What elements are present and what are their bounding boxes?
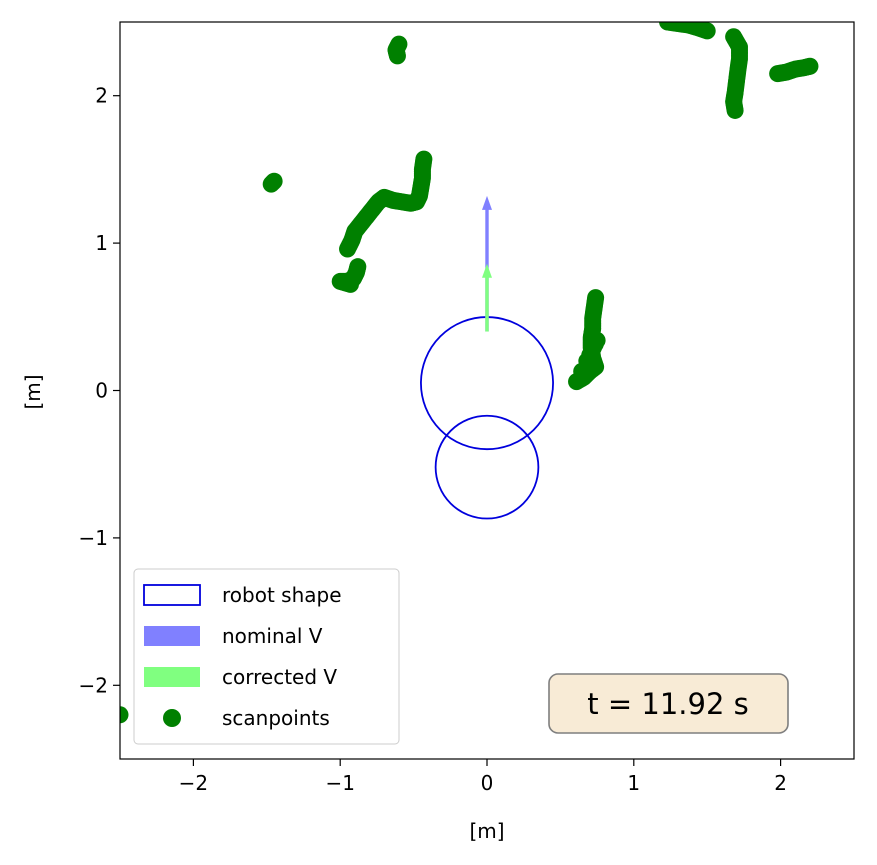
scanpoint (262, 175, 280, 193)
scanpoint (726, 101, 744, 119)
y-tick-label: −1 (79, 526, 108, 550)
scanpoint (341, 275, 359, 293)
y-axis-label: [m] (21, 374, 45, 409)
legend-label-scanpoints: scanpoints (222, 706, 330, 730)
scanpoint (339, 240, 357, 258)
data-layer (120, 22, 819, 724)
robot-shape-circle-1 (434, 414, 540, 520)
x-tick-label: 1 (627, 771, 640, 795)
scanpoint (581, 346, 599, 364)
y-tick-label: −2 (79, 673, 108, 697)
corrected-v-arrow-head (482, 263, 492, 278)
legend: robot shape nominal V corrected V scanpo… (133, 568, 400, 745)
y-tick-label: 2 (95, 84, 108, 108)
x-tick-label: 2 (774, 771, 787, 795)
x-axis: −2 −1 0 1 2 (179, 759, 787, 795)
time-annotation-box (548, 673, 789, 734)
y-tick-label: 1 (95, 231, 108, 255)
legend-swatch-corrected-v (144, 667, 200, 687)
legend-label-nominal-v: nominal V (222, 624, 323, 648)
legend-frame (133, 568, 400, 745)
scanpoint (698, 22, 716, 40)
scanpoint (388, 47, 406, 65)
nominal-v-arrow-head (482, 195, 492, 210)
legend-label-robot-shape: robot shape (222, 583, 342, 607)
scanpoint (120, 706, 129, 724)
x-axis-label: [m] (469, 819, 504, 843)
legend-marker-scanpoints (163, 709, 181, 727)
y-axis: −2 −1 0 1 2 (79, 84, 120, 697)
scanpoint (801, 57, 819, 75)
time-annotation-text: t = 11.92 s (587, 687, 748, 721)
x-tick-label: 0 (481, 771, 494, 795)
x-tick-label: −2 (179, 771, 208, 795)
x-tick-label: −1 (325, 771, 354, 795)
legend-swatch-nominal-v (144, 626, 200, 646)
time-annotation: t = 11.92 s (548, 673, 789, 734)
corrected-v-arrow (482, 263, 492, 332)
y-tick-label: 0 (95, 379, 108, 403)
legend-swatch-robot-shape (143, 584, 201, 606)
legend-label-corrected-v: corrected V (222, 665, 337, 689)
